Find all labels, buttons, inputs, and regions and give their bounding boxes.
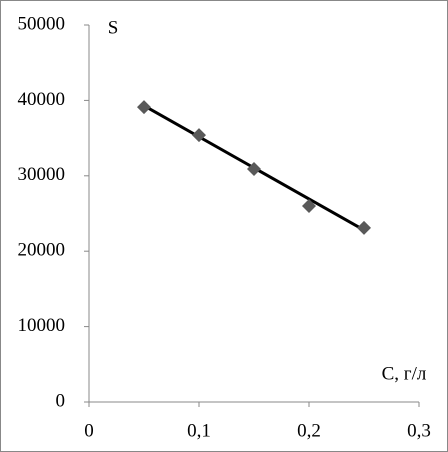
x-tick-label: 0,2 <box>297 420 321 441</box>
x-tick-label: 0,1 <box>187 420 211 441</box>
data-point <box>247 162 261 177</box>
x-tick-label: 0 <box>84 420 94 441</box>
y-tick-label: 0 <box>56 390 66 411</box>
x-tick-label: 0,3 <box>407 420 431 441</box>
y-tick-label: 10000 <box>18 315 66 336</box>
data-point <box>302 198 316 213</box>
x-axis-label: С, г/л <box>382 363 427 384</box>
data-point <box>137 100 151 115</box>
y-tick-label: 20000 <box>18 240 66 261</box>
data-point <box>357 220 371 235</box>
y-tick-label: 30000 <box>18 164 66 185</box>
y-tick-label: 40000 <box>18 89 66 110</box>
y-tick-label: 50000 <box>18 13 66 34</box>
y-axis-label: S <box>108 17 119 38</box>
data-point <box>192 128 206 143</box>
